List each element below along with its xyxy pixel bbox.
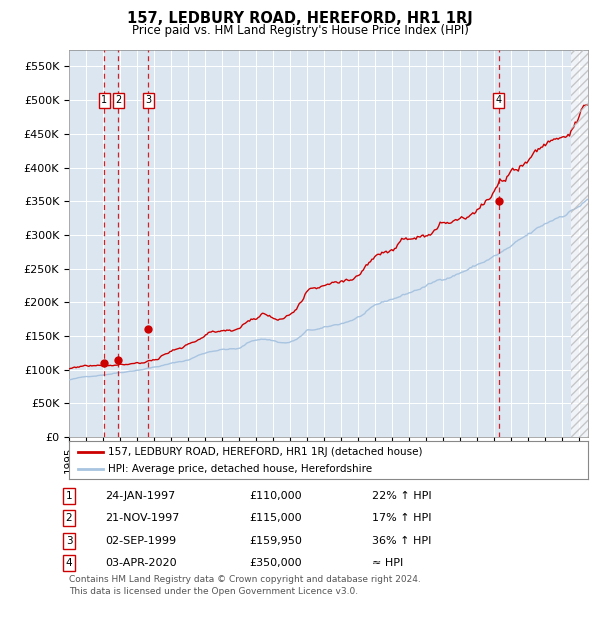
Text: 157, LEDBURY ROAD, HEREFORD, HR1 1RJ (detached house): 157, LEDBURY ROAD, HEREFORD, HR1 1RJ (de…	[108, 447, 422, 457]
Text: 17% ↑ HPI: 17% ↑ HPI	[372, 513, 431, 523]
Text: 2: 2	[65, 513, 73, 523]
Text: Contains HM Land Registry data © Crown copyright and database right 2024.
This d: Contains HM Land Registry data © Crown c…	[69, 575, 421, 596]
Text: ≈ HPI: ≈ HPI	[372, 558, 403, 568]
Text: 36% ↑ HPI: 36% ↑ HPI	[372, 536, 431, 546]
Text: 3: 3	[65, 536, 73, 546]
Text: 4: 4	[496, 95, 502, 105]
Text: 4: 4	[65, 558, 73, 568]
Text: 22% ↑ HPI: 22% ↑ HPI	[372, 491, 431, 501]
Text: £159,950: £159,950	[249, 536, 302, 546]
Text: 1: 1	[101, 95, 107, 105]
Text: £110,000: £110,000	[249, 491, 302, 501]
Bar	[571, 50, 588, 437]
Text: 02-SEP-1999: 02-SEP-1999	[105, 536, 176, 546]
Text: £350,000: £350,000	[249, 558, 302, 568]
Text: 1: 1	[65, 491, 73, 501]
Text: 157, LEDBURY ROAD, HEREFORD, HR1 1RJ: 157, LEDBURY ROAD, HEREFORD, HR1 1RJ	[127, 11, 473, 26]
Text: HPI: Average price, detached house, Herefordshire: HPI: Average price, detached house, Here…	[108, 464, 372, 474]
Text: 21-NOV-1997: 21-NOV-1997	[105, 513, 179, 523]
Text: 03-APR-2020: 03-APR-2020	[105, 558, 176, 568]
Text: 3: 3	[145, 95, 152, 105]
Bar	[571, 50, 588, 437]
Text: 2: 2	[115, 95, 121, 105]
Text: Price paid vs. HM Land Registry's House Price Index (HPI): Price paid vs. HM Land Registry's House …	[131, 24, 469, 37]
Text: 24-JAN-1997: 24-JAN-1997	[105, 491, 175, 501]
Text: £115,000: £115,000	[249, 513, 302, 523]
